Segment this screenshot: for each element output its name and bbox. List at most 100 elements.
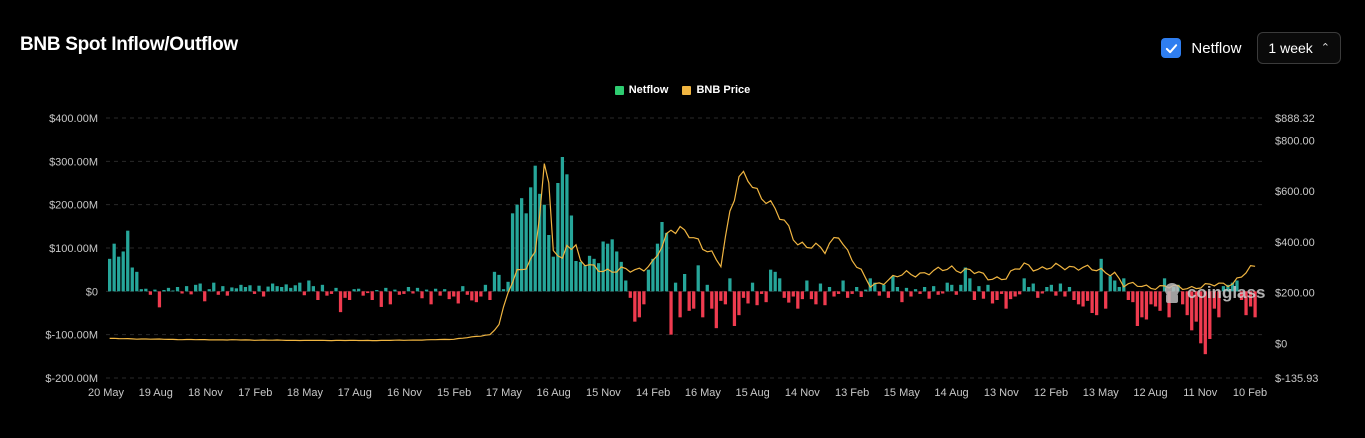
legend-item-netflow[interactable]: Netflow [614, 84, 668, 96]
netflow-bar [320, 284, 325, 292]
netflow-bar [1221, 286, 1226, 292]
x-tick-label: 14 Feb [636, 387, 670, 399]
netflow-bar [443, 289, 447, 292]
y-right-tick-label: $400.00 [1275, 237, 1315, 249]
netflow-bar [791, 291, 795, 297]
x-tick-label: 15 May [884, 387, 921, 399]
netflow-bar [270, 283, 275, 292]
netflow-bar [1239, 291, 1244, 300]
netflow-bar [1162, 278, 1167, 292]
netflow-bar [556, 183, 560, 292]
netflow-bar [121, 251, 125, 292]
netflow-bar [280, 287, 284, 292]
netflow-bar [252, 291, 257, 294]
watermark: coinglass [1165, 283, 1265, 303]
netflow-bar [1144, 291, 1149, 320]
netflow-checkbox[interactable] [1161, 38, 1182, 58]
netflow-bar [687, 291, 691, 311]
netflow-bar [859, 291, 863, 297]
netflow-bar [1095, 291, 1099, 316]
y-right-tick-label: $-135.93 [1275, 373, 1318, 385]
y-right-tick-label: $888.32 [1275, 113, 1315, 125]
netflow-bar [932, 286, 936, 292]
x-tick-label: 18 Nov [188, 387, 223, 399]
netflow-bar [402, 291, 406, 294]
chart-controls: Netflow 1 week ⌃ [1161, 32, 1341, 64]
netflow-bar [696, 265, 700, 292]
netflow-bar [977, 286, 981, 292]
x-tick-label: 16 May [685, 387, 722, 399]
y-left-tick-label: $400.00M [49, 113, 98, 125]
netflow-bar [565, 174, 569, 292]
netflow-bar [633, 291, 637, 322]
x-tick-label: 10 Feb [1233, 387, 1267, 399]
netflow-bar [456, 291, 460, 304]
netflow-bar [941, 291, 945, 294]
netflow-bar [198, 283, 202, 292]
netflow-bar [995, 291, 999, 300]
netflow-bar [714, 291, 718, 329]
netflow-bar [352, 289, 356, 292]
netflow-bar [452, 291, 456, 297]
x-tick-label: 17 May [486, 387, 523, 399]
netflow-bar [1190, 291, 1194, 331]
netflow-bar [506, 281, 510, 292]
netflow-bar [153, 289, 157, 292]
netflow-bar [501, 289, 506, 292]
netflow-bar [248, 285, 252, 292]
netflow-bar [845, 291, 850, 298]
netflow-bar [157, 291, 162, 308]
netflow-bar [1104, 291, 1108, 309]
netflow-bar [347, 291, 352, 300]
netflow-bar [492, 271, 497, 292]
chevron-up-down-icon: ⌃ [1320, 41, 1330, 54]
x-tick-label: 14 Nov [785, 387, 820, 399]
interval-select-value: 1 week [1268, 40, 1313, 56]
netflow-bar [497, 274, 501, 292]
netflow-bar [144, 288, 148, 292]
netflow-bar [515, 204, 519, 292]
y-left-tick-label: $100.00M [49, 243, 98, 255]
netflow-bar [325, 291, 329, 296]
netflow-bar [1113, 280, 1117, 292]
netflow-bar [764, 291, 768, 303]
x-tick-label: 11 Nov [1183, 387, 1218, 399]
netflow-bar [510, 213, 515, 292]
netflow-bar [877, 291, 881, 296]
x-tick-label: 13 May [1083, 387, 1120, 399]
netflow-bar [329, 291, 334, 294]
netflow-bar [375, 290, 379, 292]
netflow-bar [483, 284, 488, 292]
netflow-bar [311, 286, 315, 292]
netflow-bar [569, 215, 574, 292]
interval-select[interactable]: 1 week ⌃ [1257, 32, 1341, 64]
netflow-bar [651, 258, 655, 292]
x-tick-label: 17 Feb [238, 387, 272, 399]
chart-legend: Netflow BNB Price [0, 84, 1365, 96]
legend-item-bnb-price[interactable]: BNB Price [682, 84, 750, 96]
netflow-bar [769, 269, 773, 292]
y-right-tick-label: $200.00 [1275, 288, 1315, 300]
netflow-bar [1217, 291, 1221, 318]
chart-grid [106, 117, 1262, 379]
netflow-bar [293, 285, 297, 292]
netflow-bar [805, 280, 809, 292]
netflow-bar [660, 222, 664, 292]
netflow-bar [284, 284, 288, 292]
netflow-bar [642, 291, 646, 305]
netflow-bars [108, 157, 1257, 355]
netflow-bar [1253, 291, 1257, 318]
netflow-bar [524, 213, 528, 292]
netflow-bar [1226, 284, 1230, 292]
netflow-bar [366, 291, 370, 294]
netflow-bar [171, 290, 175, 292]
netflow-bar [832, 291, 836, 297]
netflow-bar [194, 284, 198, 292]
netflow-bar [1230, 282, 1235, 292]
netflow-bar [212, 282, 216, 292]
netflow-bar [130, 267, 134, 292]
netflow-bar [999, 291, 1004, 294]
x-tick-label: 15 Nov [586, 387, 621, 399]
netflow-bar [1199, 291, 1203, 344]
netflow-bar [918, 291, 922, 294]
